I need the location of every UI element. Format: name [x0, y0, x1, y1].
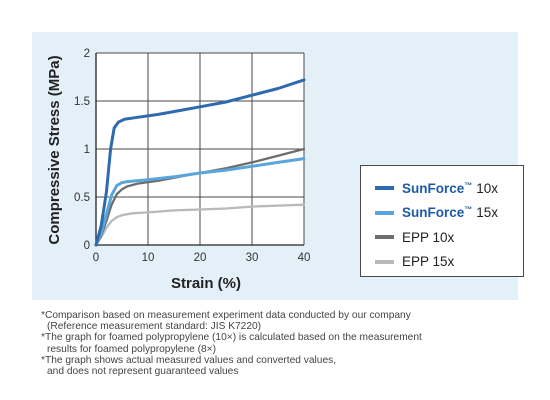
y-tick-label: 0: [84, 240, 90, 252]
legend-label: SunForce™ 15x: [402, 205, 498, 220]
footnote-line: (Reference measurement standard: JIS K72…: [47, 321, 262, 333]
legend-swatch: [375, 235, 394, 240]
legend-item-epp-10x: EPP 10x: [375, 225, 523, 250]
y-axis-label: Compressive Stress (MPa): [46, 55, 63, 244]
x-tick-label: 30: [246, 252, 259, 264]
legend-swatch: [375, 186, 394, 191]
series-line-epp-10x: [94, 147, 306, 247]
x-tick-label: 10: [142, 252, 155, 264]
x-tick-label: 20: [194, 252, 207, 264]
legend-suffix: 10x: [476, 180, 499, 196]
legend-suffix: EPP 10x: [402, 229, 455, 245]
footnote: *Comparison based on measurement experim…: [41, 310, 546, 332]
chart-panel: 0 10 20 30 40 0 0.5 1 1.5 2 Strain (%) Compressiv…: [32, 32, 524, 300]
trademark: ™: [464, 180, 473, 190]
trademark: ™: [464, 205, 473, 215]
footnote-line: *The graph shows actual measured values …: [41, 354, 337, 366]
footnote-line: *The graph for foamed polypropylene (10×…: [41, 332, 422, 344]
legend-suffix: EPP 15x: [402, 254, 455, 270]
legend-item-sunforce-15x: SunForce™ 15x: [375, 201, 523, 226]
footnotes: *Comparison based on measurement experim…: [41, 310, 546, 377]
legend-swatch: [375, 210, 394, 215]
legend-swatch: [375, 259, 394, 264]
legend-item-sunforce-10x: SunForce™ 10x: [375, 176, 523, 201]
footnote: *The graph shows actual measured values …: [41, 355, 546, 377]
stress-strain-chart: 0 10 20 30 40 0 0.5 1 1.5 2 Strain (%) Compressiv…: [46, 48, 310, 292]
x-axis-label: Strain (%): [171, 275, 241, 292]
legend-item-epp-15x: EPP 15x: [375, 250, 523, 275]
y-tick-label: 2: [84, 48, 90, 60]
legend: SunForce™ 10x SunForce™ 15x EPP 10x EPP 15…: [360, 165, 524, 277]
footnote: *The graph for foamed polypropylene (10×…: [41, 332, 546, 354]
grid-lines: [96, 52, 305, 245]
y-tick-label: 0.5: [74, 192, 90, 204]
x-tick-label: 0: [93, 252, 99, 264]
legend-label: EPP 15x: [402, 254, 454, 269]
y-tick-label: 1: [84, 144, 90, 156]
series-lines: [94, 78, 306, 247]
legend-suffix: 15x: [476, 205, 499, 221]
legend-label: EPP 10x: [402, 230, 454, 245]
series-line-epp-15x: [94, 203, 306, 247]
y-tick-label: 1.5: [74, 96, 90, 108]
footnote-line: *Comparison based on measurement experim…: [41, 310, 411, 321]
legend-label: SunForce™ 10x: [402, 181, 498, 196]
axes: [95, 53, 304, 246]
x-tick-label: 40: [298, 252, 311, 264]
legend-brand: SunForce: [402, 180, 465, 196]
tick-labels: 0 10 20 30 40 0 0.5 1 1.5 2: [74, 48, 310, 264]
footnote-line: and does not represent guaranteed values: [47, 366, 239, 378]
series-line-sunforce-10x: [94, 78, 306, 247]
footnote-line: results for foamed polypropylene (8×): [47, 343, 217, 355]
legend-brand: SunForce: [402, 205, 465, 221]
series-line-sunforce-15x: [94, 157, 306, 247]
